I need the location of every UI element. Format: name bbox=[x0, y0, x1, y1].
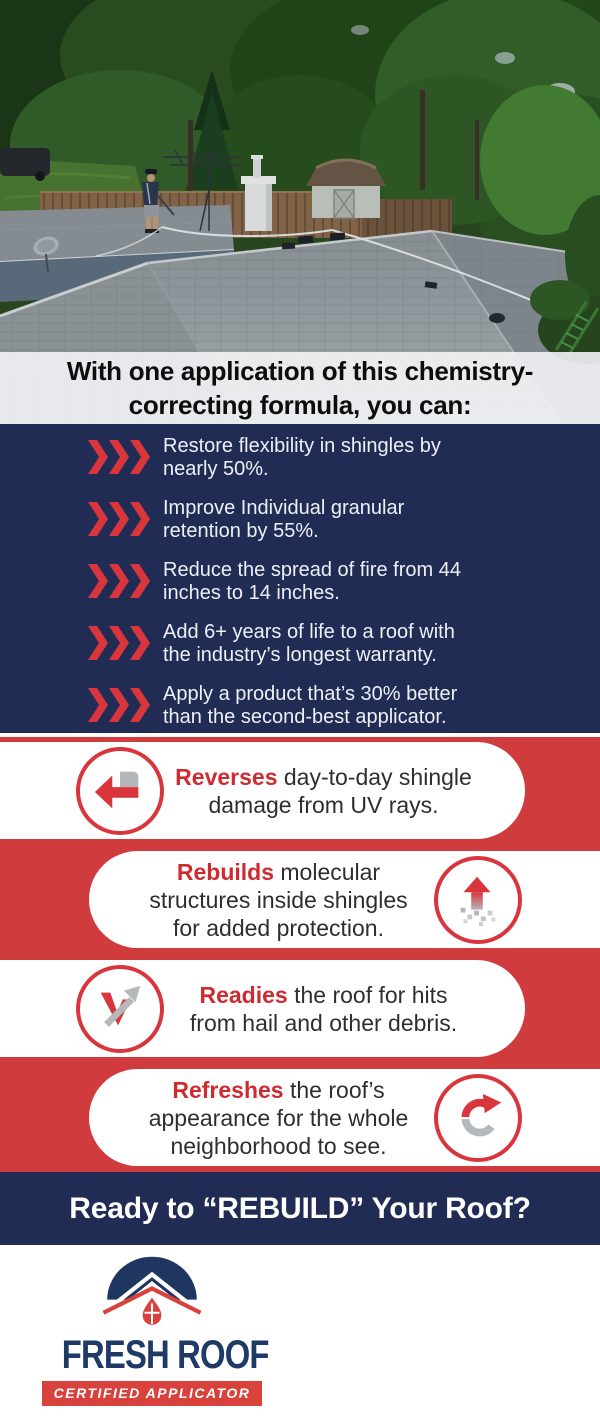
benefit-text: Improve Individual granular retention by… bbox=[163, 497, 405, 542]
headline-line1: With one application of this chemistry- bbox=[66, 356, 534, 386]
readiness-check-icon bbox=[76, 964, 164, 1053]
benefit-text: Reduce the spread of fire from 44 inches… bbox=[163, 559, 461, 604]
benefit-item: Apply a product that’s 30% better than t… bbox=[88, 683, 580, 729]
benefits-list: Restore flexibility in shingles by nearl… bbox=[0, 424, 600, 733]
logo-name: FRESH ROOF bbox=[61, 1333, 270, 1377]
card-text: Rebuilds molecular structures inside shi… bbox=[149, 858, 408, 941]
footer: FRESH ROOF CERTIFIED APPLICATOR bbox=[0, 1245, 600, 1427]
feature-cards-section: Reverses day-to-day shingle damage from … bbox=[0, 737, 600, 1172]
brand-logo: FRESH ROOF CERTIFIED APPLICATOR bbox=[42, 1253, 270, 1406]
card-text: Readies the roof for hits from hail and … bbox=[189, 981, 458, 1036]
benefit-card-rebuilds: Rebuilds molecular structures inside shi… bbox=[89, 851, 600, 948]
card-text: Refreshes the roof’s appearance for the … bbox=[148, 1076, 409, 1159]
hero-photo: With one application of this chemistry- … bbox=[0, 0, 600, 424]
triple-chevron-icon bbox=[88, 626, 151, 660]
benefit-card-refreshes: Refreshes the roof’s appearance for the … bbox=[89, 1069, 600, 1166]
headline-line2: correcting formula, you can: bbox=[128, 390, 472, 420]
refresh-cycle-icon bbox=[434, 1073, 522, 1162]
logo-tagline: CERTIFIED APPLICATOR bbox=[42, 1381, 262, 1406]
rebuild-arrow-icon bbox=[434, 855, 522, 944]
benefit-item: Improve Individual granular retention by… bbox=[88, 497, 580, 543]
headline-banner: With one application of this chemistry- … bbox=[0, 352, 600, 424]
triple-chevron-icon bbox=[88, 440, 151, 474]
card-keyword: Readies bbox=[199, 981, 288, 1008]
card-keyword: Rebuilds bbox=[176, 858, 274, 885]
benefit-item: Restore flexibility in shingles by nearl… bbox=[88, 435, 580, 481]
cta-banner: Ready to “REBUILD” Your Roof? bbox=[0, 1172, 600, 1245]
triple-chevron-icon bbox=[88, 502, 151, 536]
benefit-text: Add 6+ years of life to a roof with the … bbox=[163, 621, 455, 666]
triple-chevron-icon bbox=[88, 688, 151, 722]
roof-photo-illustration bbox=[0, 0, 600, 424]
benefit-text: Restore flexibility in shingles by nearl… bbox=[163, 435, 441, 480]
benefit-item: Reduce the spread of fire from 44 inches… bbox=[88, 559, 580, 605]
card-text: Reverses day-to-day shingle damage from … bbox=[175, 763, 472, 818]
cta-text: Ready to “REBUILD” Your Roof? bbox=[69, 1191, 531, 1225]
reverse-arrow-icon bbox=[76, 746, 164, 835]
benefit-item: Add 6+ years of life to a roof with the … bbox=[88, 621, 580, 667]
card-keyword: Refreshes bbox=[172, 1076, 284, 1103]
fresh-roof-logo-icon bbox=[102, 1256, 202, 1325]
card-keyword: Reverses bbox=[175, 763, 278, 790]
triple-chevron-icon bbox=[88, 564, 151, 598]
benefit-text: Apply a product that’s 30% better than t… bbox=[163, 683, 458, 728]
benefit-card-readies: Readies the roof for hits from hail and … bbox=[0, 960, 525, 1057]
benefit-card-reverses: Reverses day-to-day shingle damage from … bbox=[0, 742, 525, 839]
